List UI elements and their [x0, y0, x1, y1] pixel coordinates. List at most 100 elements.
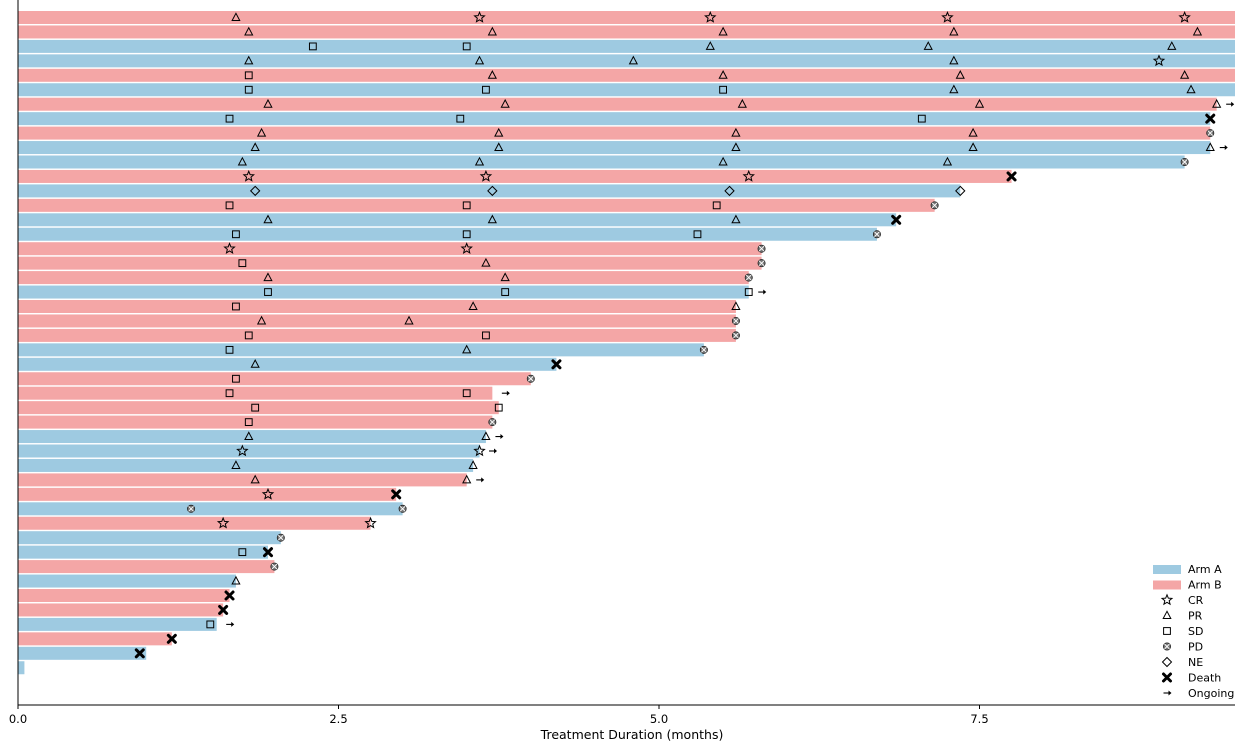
swimmer-bar: [18, 531, 281, 545]
swimmer-bar: [18, 141, 1211, 155]
x-tick-label: 7.5: [970, 712, 988, 726]
event-marker-pr: [500, 272, 510, 282]
event-marker-cr: [473, 444, 486, 457]
swimmer-bar: [18, 632, 172, 646]
event-marker-pd: [187, 504, 196, 513]
swimmer-bar: [18, 444, 480, 458]
event-marker-pr: [481, 431, 491, 441]
ongoing-arrow: [501, 390, 510, 396]
event-marker-death: [262, 547, 273, 558]
swimmer-bar: [18, 473, 467, 487]
event-marker-cr: [1178, 10, 1191, 23]
legend-label: PR: [1188, 610, 1203, 623]
swimmer-bar: [18, 54, 1235, 68]
event-marker-pd: [1180, 157, 1189, 166]
event-marker-sd: [238, 548, 247, 557]
event-marker-pd: [699, 345, 708, 354]
swimmer-bar: [18, 39, 1235, 53]
swimmer-bar: [18, 169, 1012, 183]
event-marker-pr: [1205, 142, 1215, 152]
event-marker-pd: [757, 244, 766, 253]
swimmer-bar: [18, 213, 897, 227]
legend-label: Death: [1188, 672, 1221, 685]
legend-label: CR: [1188, 594, 1204, 607]
event-marker-cr: [941, 10, 954, 23]
event-marker-cr: [223, 242, 236, 254]
event-marker-sd: [712, 201, 721, 210]
legend-label: Arm B: [1188, 579, 1222, 592]
event-marker-pr: [968, 142, 978, 152]
event-marker-pd: [930, 201, 939, 210]
event-marker-pd: [757, 259, 766, 268]
swimmer-bar: [18, 126, 1211, 140]
event-marker-pr: [705, 41, 715, 50]
ongoing-arrow: [1219, 145, 1228, 151]
event-marker-pr: [462, 344, 472, 354]
event-marker-sd: [917, 114, 926, 123]
event-marker-sd: [232, 230, 240, 239]
swimmer-bar: [18, 184, 961, 198]
swimmer-bar: [18, 646, 147, 660]
event-marker-pr: [1192, 26, 1203, 36]
legend-marker-cr: [1160, 593, 1174, 606]
event-marker-pd: [744, 273, 753, 282]
event-marker-sd: [225, 345, 234, 354]
x-axis: 0.02.55.07.510.012.515.017.5: [9, 0, 1235, 726]
legend-swatch: [1153, 565, 1181, 574]
event-marker-death: [166, 633, 177, 644]
event-marker-sd: [308, 42, 317, 51]
swimmer-bar: [18, 357, 557, 371]
event-marker-sd: [225, 114, 234, 123]
event-marker-pr: [1167, 41, 1177, 50]
event-marker-pd: [1206, 129, 1215, 138]
event-marker-pd: [526, 374, 535, 383]
event-marker-cr: [742, 169, 755, 182]
event-marker-pr: [1186, 84, 1196, 94]
event-marker-ne: [249, 185, 261, 197]
event-marker-pd: [398, 504, 407, 513]
swimmer-bar: [18, 415, 493, 429]
event-marker-cr: [236, 444, 249, 457]
event-marker-pr: [231, 575, 241, 585]
event-marker-pr: [404, 315, 414, 325]
x-tick-label: 0.0: [9, 712, 27, 726]
swimmer-bar: [18, 617, 217, 631]
event-marker-pr: [468, 460, 478, 469]
swimmer-bar: [18, 487, 397, 501]
event-marker-pr: [250, 142, 260, 152]
event-marker-pr: [500, 98, 510, 108]
x-tick-label: 2.5: [329, 712, 347, 726]
swimmer-bar: [18, 198, 935, 212]
swimmer-bar: [18, 25, 1235, 39]
event-marker-pr: [718, 156, 728, 166]
swimmer-bar: [18, 314, 736, 328]
event-marker-sd: [264, 288, 272, 296]
event-marker-pr: [731, 142, 741, 152]
event-marker-pr: [923, 41, 933, 50]
event-marker-death: [1006, 171, 1017, 182]
legend-marker-pr: [1162, 610, 1172, 619]
ongoing-arrow: [1226, 101, 1235, 107]
event-marker-sd: [225, 389, 234, 398]
swimmer-bar: [18, 372, 531, 386]
event-marker-pr: [256, 127, 267, 137]
event-marker-sd: [482, 331, 490, 340]
event-marker-pr: [968, 127, 978, 137]
event-marker-sd: [225, 201, 234, 210]
event-marker-ne: [487, 185, 498, 197]
swimmer-bar: [18, 560, 275, 574]
event-marker-pd: [872, 230, 881, 239]
event-marker-death: [891, 214, 902, 225]
swimmer-bar: [18, 502, 403, 516]
swimmer-bar: [18, 300, 736, 313]
event-marker-pr: [942, 156, 953, 166]
swimmer-bar: [18, 68, 1235, 82]
event-marker-sd: [206, 620, 215, 629]
event-marker-sd: [462, 201, 471, 210]
event-marker-cr: [216, 516, 230, 529]
event-marker-pr: [250, 359, 260, 368]
event-marker-sd: [482, 85, 490, 94]
event-marker-pr: [955, 70, 965, 79]
event-marker-pr: [231, 12, 241, 21]
